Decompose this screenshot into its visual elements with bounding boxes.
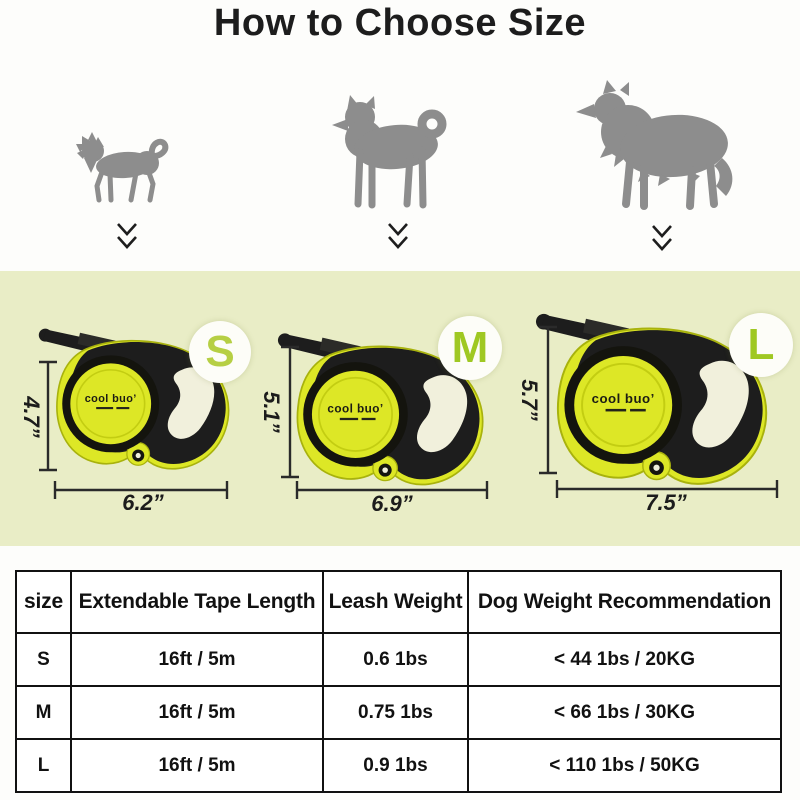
size-badge-m: M xyxy=(438,316,502,380)
height-dimension-line-s xyxy=(39,360,57,472)
header-leash-weight: Leash Weight xyxy=(322,570,469,634)
cell-dog-weight: < 44 1bs / 20KG xyxy=(467,632,782,687)
width-dimension-line-s xyxy=(53,481,229,499)
size-badge-l: L xyxy=(729,313,793,377)
header-tape-length: Extendable Tape Length xyxy=(70,570,324,634)
height-dimension-label-m: 5.1” xyxy=(259,391,284,433)
cell-size: L xyxy=(15,738,72,793)
table-header-row: size Extendable Tape Length Leash Weight… xyxy=(15,570,782,634)
cell-leash-weight: 0.75 1bs xyxy=(322,685,469,740)
medium-dog-icon xyxy=(332,95,447,209)
cell-tape-length: 16ft / 5m xyxy=(70,632,324,687)
width-dimension-line-m xyxy=(295,481,489,499)
double-chevron-down-icon xyxy=(115,221,139,251)
width-dimension-label-l: 7.5” xyxy=(645,490,687,515)
large-dog-icon xyxy=(576,80,733,210)
height-dimension-line-m xyxy=(281,345,299,479)
cell-leash-weight: 0.6 1bs xyxy=(322,632,469,687)
cell-size: M xyxy=(15,685,72,740)
small-dog-icon xyxy=(76,132,169,203)
header-dog-weight: Dog Weight Recommendation xyxy=(467,570,782,634)
double-chevron-down-icon xyxy=(650,223,674,253)
cell-tape-length: 16ft / 5m xyxy=(70,738,324,793)
table-row: M 16ft / 5m 0.75 1bs < 66 1bs / 30KG xyxy=(15,685,782,740)
cell-leash-weight: 0.9 1bs xyxy=(322,738,469,793)
page-title: How to Choose Size xyxy=(213,2,587,44)
width-dimension-line-l xyxy=(555,480,779,498)
width-dimension-label-m: 6.9” xyxy=(371,491,413,516)
double-chevron-down-icon xyxy=(386,221,410,251)
header-size: size xyxy=(15,570,72,634)
table-row: S 16ft / 5m 0.6 1bs < 44 1bs / 20KG xyxy=(15,632,782,687)
cell-dog-weight: < 66 1bs / 30KG xyxy=(467,685,782,740)
size-table: size Extendable Tape Length Leash Weight… xyxy=(15,570,782,793)
cell-tape-length: 16ft / 5m xyxy=(70,685,324,740)
height-dimension-label-s: 4.7” xyxy=(19,396,44,438)
cell-dog-weight: < 110 1bs / 50KG xyxy=(467,738,782,793)
size-badge-s: S xyxy=(189,321,251,383)
cell-size: S xyxy=(15,632,72,687)
width-dimension-label-s: 6.2” xyxy=(122,490,164,515)
height-dimension-label-l: 5.7” xyxy=(517,379,542,421)
table-row: L 16ft / 5m 0.9 1bs < 110 1bs / 50KG xyxy=(15,738,782,793)
height-dimension-line-l xyxy=(539,325,557,475)
